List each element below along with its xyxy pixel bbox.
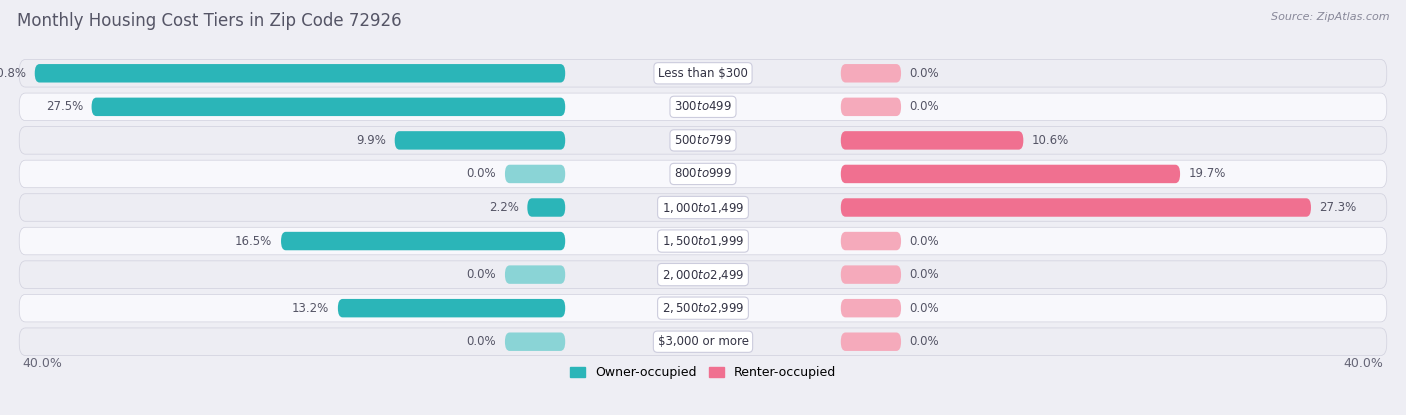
FancyBboxPatch shape (505, 165, 565, 183)
Text: 10.6%: 10.6% (1032, 134, 1069, 147)
FancyBboxPatch shape (20, 294, 1386, 322)
Text: Less than $300: Less than $300 (658, 67, 748, 80)
Text: 40.0%: 40.0% (22, 357, 62, 370)
Text: 0.0%: 0.0% (467, 268, 496, 281)
FancyBboxPatch shape (841, 131, 1024, 150)
Text: $300 to $499: $300 to $499 (673, 100, 733, 113)
Text: Monthly Housing Cost Tiers in Zip Code 72926: Monthly Housing Cost Tiers in Zip Code 7… (17, 12, 402, 30)
FancyBboxPatch shape (20, 261, 1386, 288)
Text: $1,500 to $1,999: $1,500 to $1,999 (662, 234, 744, 248)
Text: 0.0%: 0.0% (910, 234, 939, 248)
FancyBboxPatch shape (841, 265, 901, 284)
Text: 30.8%: 30.8% (0, 67, 27, 80)
FancyBboxPatch shape (20, 93, 1386, 121)
Text: 27.3%: 27.3% (1320, 201, 1357, 214)
Text: 16.5%: 16.5% (235, 234, 273, 248)
Text: 0.0%: 0.0% (910, 302, 939, 315)
Text: 27.5%: 27.5% (46, 100, 83, 113)
Text: 9.9%: 9.9% (356, 134, 387, 147)
FancyBboxPatch shape (505, 265, 565, 284)
FancyBboxPatch shape (20, 194, 1386, 221)
Text: $2,000 to $2,499: $2,000 to $2,499 (662, 268, 744, 282)
Text: 13.2%: 13.2% (292, 302, 329, 315)
Text: 0.0%: 0.0% (910, 268, 939, 281)
FancyBboxPatch shape (841, 165, 1180, 183)
FancyBboxPatch shape (20, 59, 1386, 87)
FancyBboxPatch shape (841, 232, 901, 250)
Text: 0.0%: 0.0% (467, 167, 496, 181)
Text: $2,500 to $2,999: $2,500 to $2,999 (662, 301, 744, 315)
FancyBboxPatch shape (20, 328, 1386, 356)
Text: 40.0%: 40.0% (1344, 357, 1384, 370)
FancyBboxPatch shape (35, 64, 565, 83)
FancyBboxPatch shape (20, 127, 1386, 154)
FancyBboxPatch shape (841, 198, 1310, 217)
FancyBboxPatch shape (841, 332, 901, 351)
FancyBboxPatch shape (395, 131, 565, 150)
Text: Source: ZipAtlas.com: Source: ZipAtlas.com (1271, 12, 1389, 22)
FancyBboxPatch shape (505, 332, 565, 351)
Text: 19.7%: 19.7% (1188, 167, 1226, 181)
FancyBboxPatch shape (527, 198, 565, 217)
FancyBboxPatch shape (841, 64, 901, 83)
Text: 0.0%: 0.0% (910, 100, 939, 113)
Text: 0.0%: 0.0% (910, 335, 939, 348)
Text: $800 to $999: $800 to $999 (673, 167, 733, 181)
FancyBboxPatch shape (91, 98, 565, 116)
FancyBboxPatch shape (20, 160, 1386, 188)
FancyBboxPatch shape (20, 227, 1386, 255)
Text: 0.0%: 0.0% (467, 335, 496, 348)
Text: 2.2%: 2.2% (489, 201, 519, 214)
Legend: Owner-occupied, Renter-occupied: Owner-occupied, Renter-occupied (565, 361, 841, 384)
FancyBboxPatch shape (281, 232, 565, 250)
Text: $1,000 to $1,499: $1,000 to $1,499 (662, 200, 744, 215)
Text: $500 to $799: $500 to $799 (673, 134, 733, 147)
Text: 0.0%: 0.0% (910, 67, 939, 80)
FancyBboxPatch shape (841, 299, 901, 317)
Text: $3,000 or more: $3,000 or more (658, 335, 748, 348)
FancyBboxPatch shape (337, 299, 565, 317)
FancyBboxPatch shape (841, 98, 901, 116)
